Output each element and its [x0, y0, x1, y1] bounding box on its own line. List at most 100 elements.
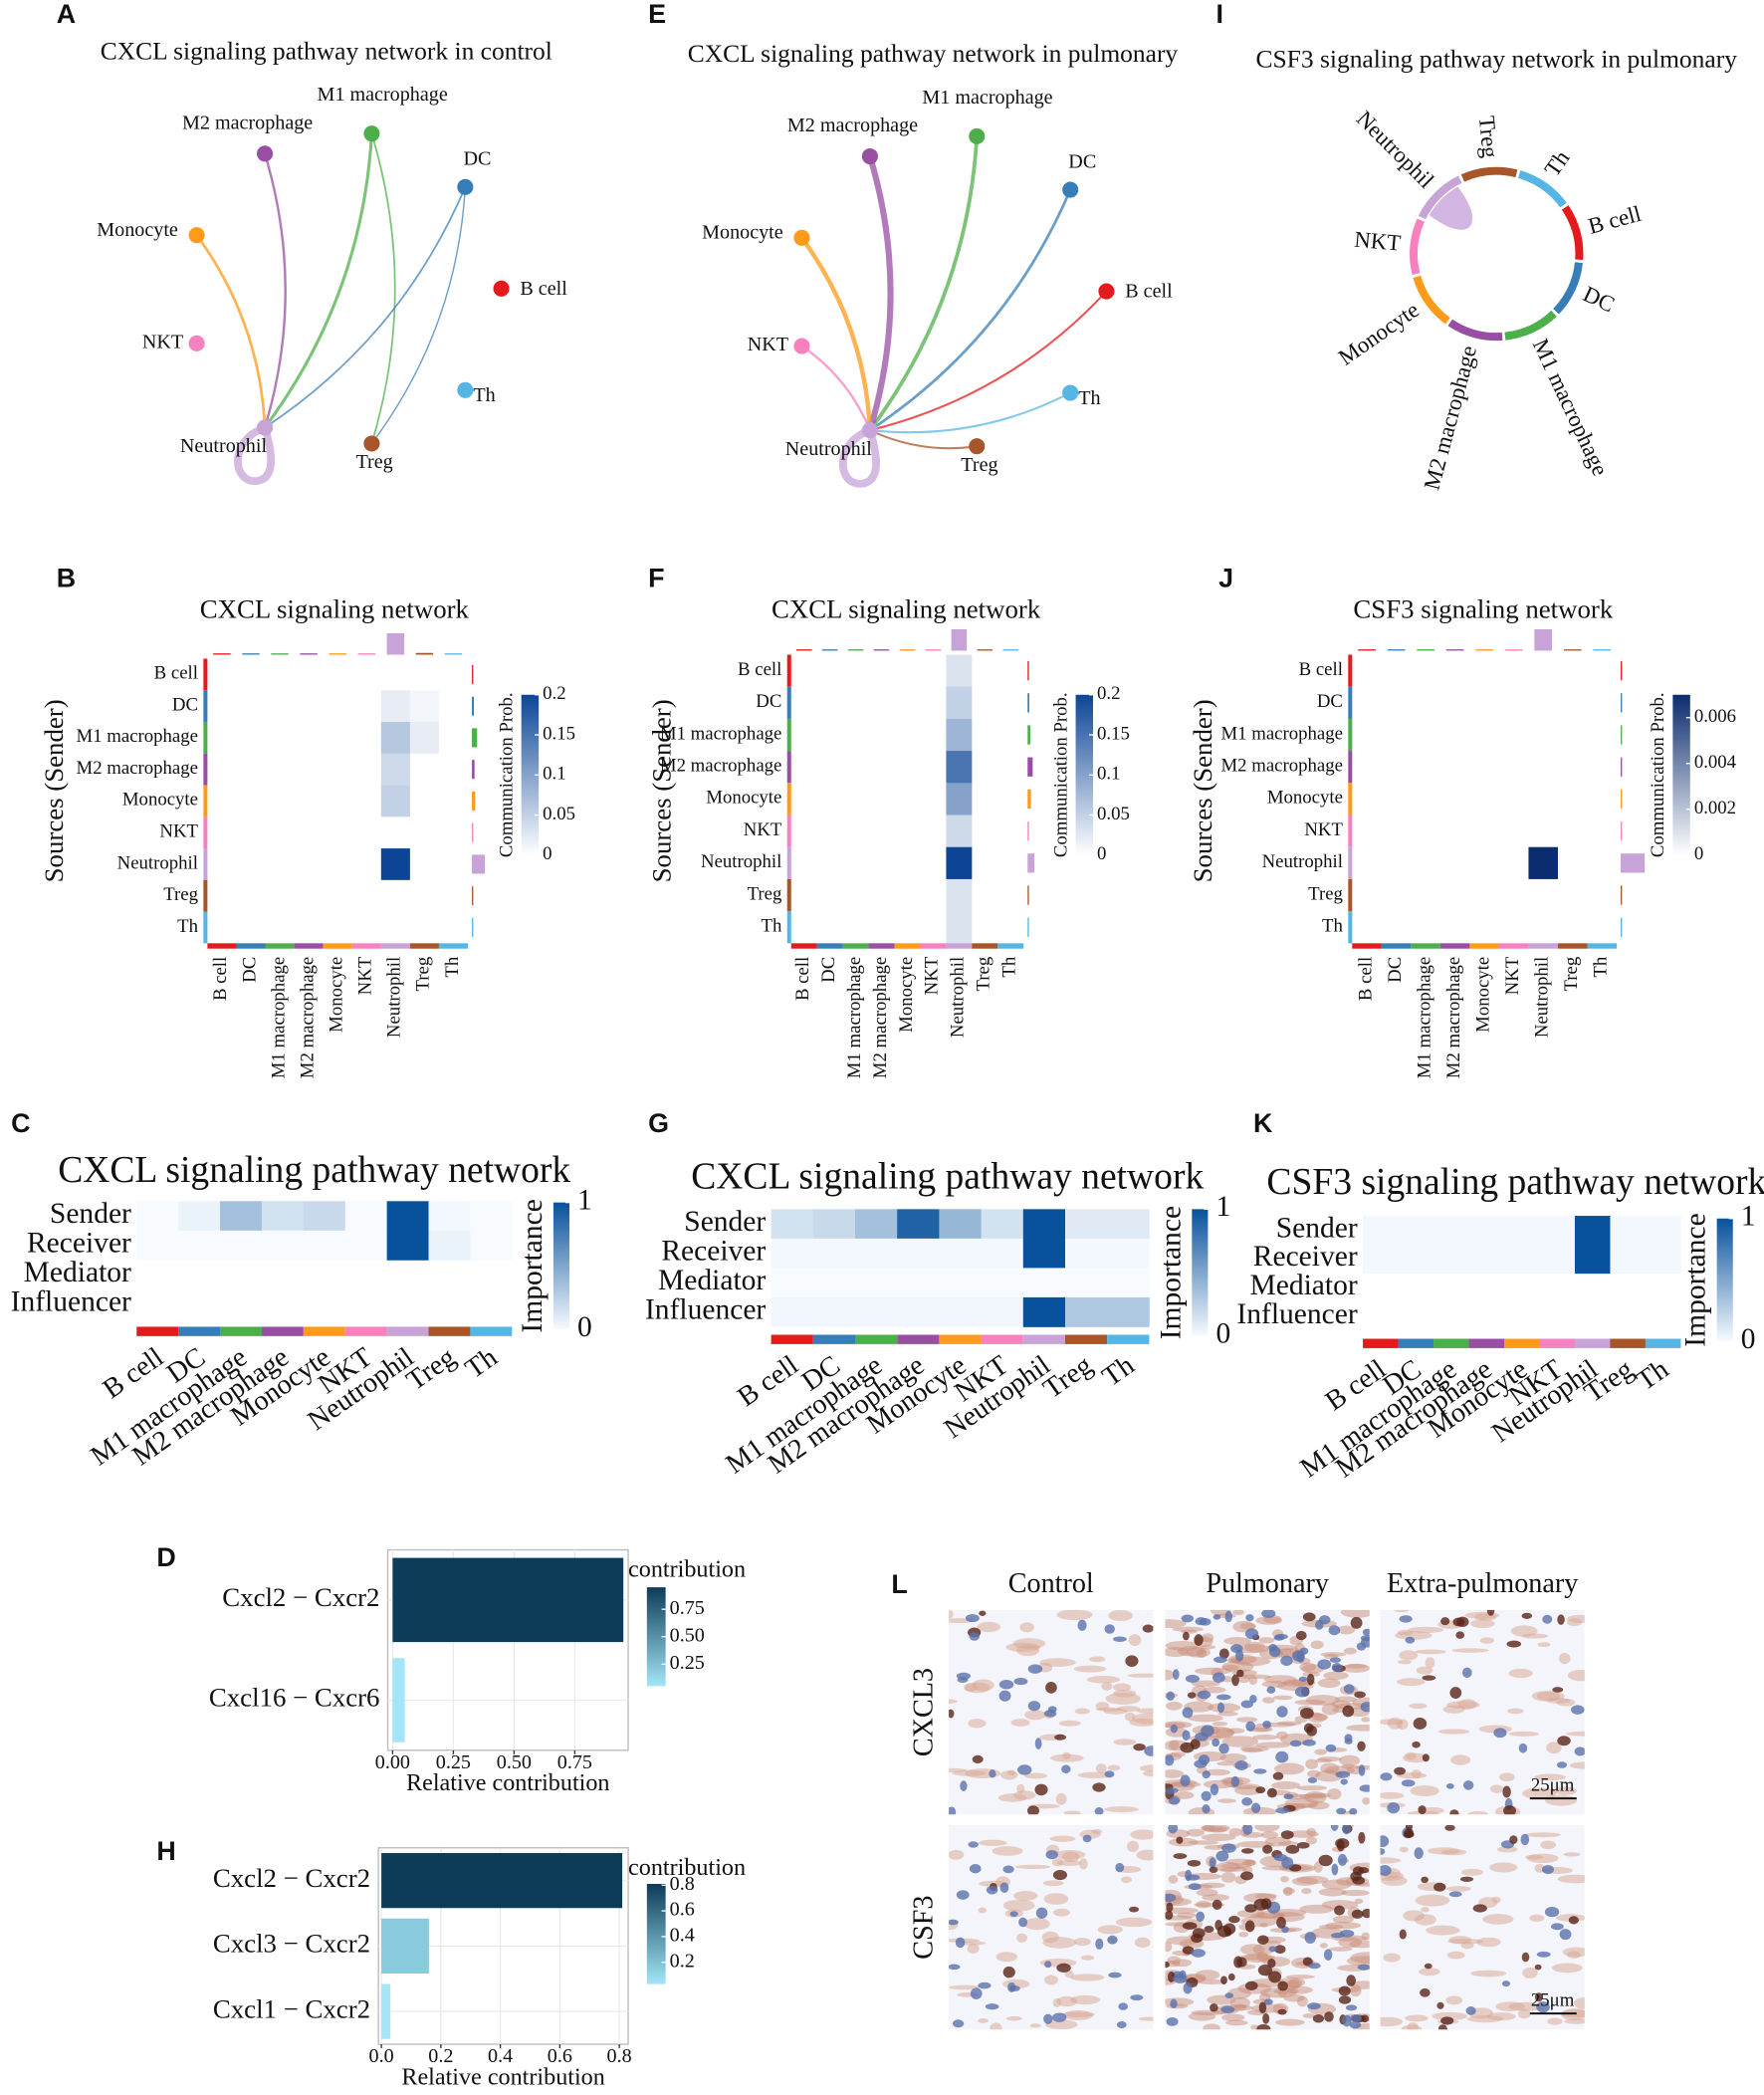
heatmap-cell	[1107, 1296, 1150, 1327]
row-sum-bar	[472, 728, 478, 748]
node-label: DC	[1068, 150, 1096, 172]
heatmap-cell	[981, 1238, 1024, 1269]
tissue	[1107, 1764, 1121, 1771]
tissue	[1405, 1751, 1417, 1760]
tissue	[1344, 1664, 1368, 1669]
cell	[1342, 2014, 1352, 2027]
row-label: B cell	[738, 659, 781, 680]
heatmap-cell	[946, 751, 973, 784]
x-tick-label: 0.0	[369, 2045, 394, 2067]
heatmap-cell	[265, 785, 295, 817]
cell	[1250, 1802, 1261, 1813]
tissue	[1426, 1925, 1460, 1936]
row-color-strip	[1348, 846, 1353, 879]
bar	[392, 1557, 624, 1643]
tissue	[1188, 2011, 1216, 2021]
row-label: CXCL3	[909, 1668, 940, 1756]
heatmap-cell	[920, 878, 947, 912]
cell	[1448, 1891, 1462, 1898]
tissue	[1200, 1645, 1215, 1650]
cell	[1224, 1992, 1234, 1998]
cell	[1213, 1656, 1227, 1664]
tissue	[1427, 1847, 1460, 1855]
cell	[1306, 1725, 1318, 1737]
heatmap-cell	[1439, 686, 1470, 720]
cell	[1185, 1674, 1200, 1683]
tissue	[1283, 1886, 1293, 1897]
tissue	[1217, 1798, 1236, 1803]
category-label: Cxcl2 − Cxcr2	[222, 1582, 379, 1612]
heatmap-cell	[1352, 815, 1383, 848]
chord-segment	[1413, 275, 1450, 325]
heatmap-cell	[344, 1230, 388, 1261]
tissue	[1061, 2011, 1096, 2018]
colorbar-tick-label: 0.50	[670, 1624, 705, 1646]
tissue	[1134, 1937, 1151, 1949]
heatmap-cell	[409, 753, 440, 786]
col-color-strip	[265, 943, 295, 949]
heatmap-cell	[1381, 783, 1412, 815]
tissue	[1041, 1931, 1059, 1944]
tissue	[1421, 1906, 1430, 1913]
heatmap-cell	[1064, 1296, 1108, 1327]
tissue	[1043, 1893, 1069, 1905]
tissue	[1177, 1646, 1207, 1657]
cell	[1230, 1775, 1240, 1787]
tissue	[1305, 1836, 1317, 1845]
heatmap-cell	[946, 878, 973, 912]
heatmap-cell	[236, 658, 266, 691]
tissue	[1522, 1967, 1538, 1979]
cell	[1349, 2021, 1362, 2029]
segment-label: Treg	[1474, 115, 1503, 158]
cell	[1133, 1744, 1146, 1751]
node	[457, 381, 474, 398]
tissue	[1127, 1840, 1140, 1852]
cell	[1557, 1736, 1571, 1746]
heatmap-cell	[894, 911, 921, 944]
edge	[264, 185, 467, 429]
tissue	[1131, 1713, 1154, 1725]
heatmap-cell	[294, 658, 325, 691]
colorbar-tick-label: 0.002	[1694, 798, 1736, 818]
cell	[1461, 1667, 1472, 1679]
tissue	[1097, 1925, 1123, 1935]
tissue	[1264, 1836, 1292, 1847]
chart-title: CXCL signaling pathway network in pulmon…	[688, 39, 1179, 68]
col-color-strip	[812, 1334, 856, 1344]
tissue	[1495, 2001, 1525, 2011]
cell	[1166, 1691, 1175, 1701]
cell	[1445, 1782, 1454, 1789]
cell	[1268, 1971, 1282, 1983]
tissue	[1489, 1862, 1518, 1873]
row-color-strip	[786, 878, 791, 912]
heatmap-cell	[1645, 1216, 1681, 1246]
node	[363, 435, 380, 452]
tissue	[1567, 1669, 1585, 1682]
tissue	[1482, 1914, 1514, 1925]
row-label: Mediator	[1249, 1270, 1357, 1301]
tissue	[1299, 1904, 1334, 1914]
tissue	[1196, 1900, 1212, 1909]
col-color-strip	[207, 943, 237, 949]
row-color-strip	[786, 718, 791, 752]
col-color-strip	[868, 943, 895, 949]
heatmap-cell	[1411, 751, 1441, 784]
tissue	[1354, 1898, 1364, 1905]
row-color-strip	[786, 815, 791, 847]
cell	[1165, 1961, 1170, 1969]
tissue	[1113, 1683, 1132, 1692]
heatmap-cell	[1469, 783, 1500, 815]
cell	[1268, 1644, 1278, 1652]
heatmap-cell	[470, 1201, 513, 1232]
heatmap-cell	[428, 1230, 471, 1261]
tissue	[1169, 1740, 1180, 1750]
tissue	[1168, 1875, 1179, 1884]
tissue	[1105, 1692, 1141, 1705]
tissue	[1056, 1859, 1082, 1867]
heatmap-cell	[842, 911, 869, 944]
cell	[1168, 1824, 1179, 1834]
row-sum-bar	[1621, 789, 1623, 810]
tissue	[1567, 1614, 1585, 1624]
heatmap-cell	[409, 911, 440, 944]
heatmap-cell	[1022, 1238, 1066, 1269]
